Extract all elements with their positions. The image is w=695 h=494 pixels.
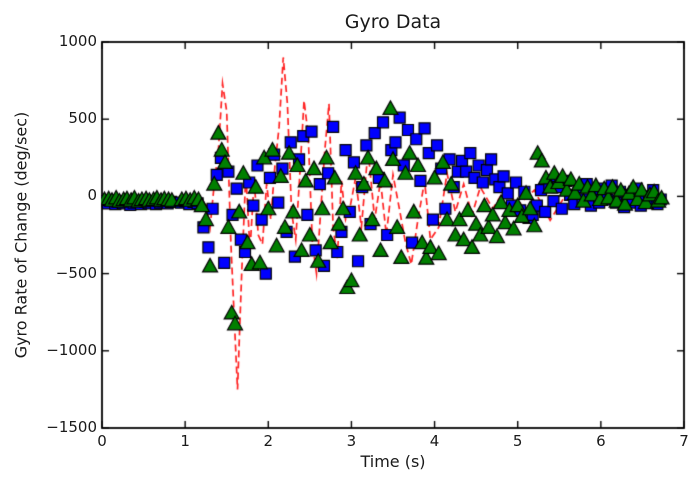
x-tick-label: 1 [180, 432, 190, 450]
x-tick-label: 4 [429, 432, 440, 450]
y-tick-label: −1500 [46, 418, 97, 436]
y-tick-label: −1000 [46, 340, 97, 359]
x-tick-label: 7 [679, 432, 689, 450]
x-tick-label: 5 [512, 432, 523, 450]
y-tick-label: −500 [55, 263, 97, 282]
x-axis-label: Time (s) [360, 452, 426, 471]
x-tick-label: 6 [596, 432, 606, 450]
y-tick-label: 0 [87, 186, 97, 205]
y-tick-label: 500 [68, 109, 97, 128]
x-tick-label: 2 [263, 432, 274, 450]
x-tick-label: 0 [97, 432, 107, 450]
y-axis-label: Gyro Rate of Change (deg/sec) [11, 111, 31, 359]
x-tick-label: 3 [346, 432, 357, 450]
y-tick-label: 1000 [58, 32, 97, 50]
chart-title: Gyro Data [344, 11, 442, 33]
